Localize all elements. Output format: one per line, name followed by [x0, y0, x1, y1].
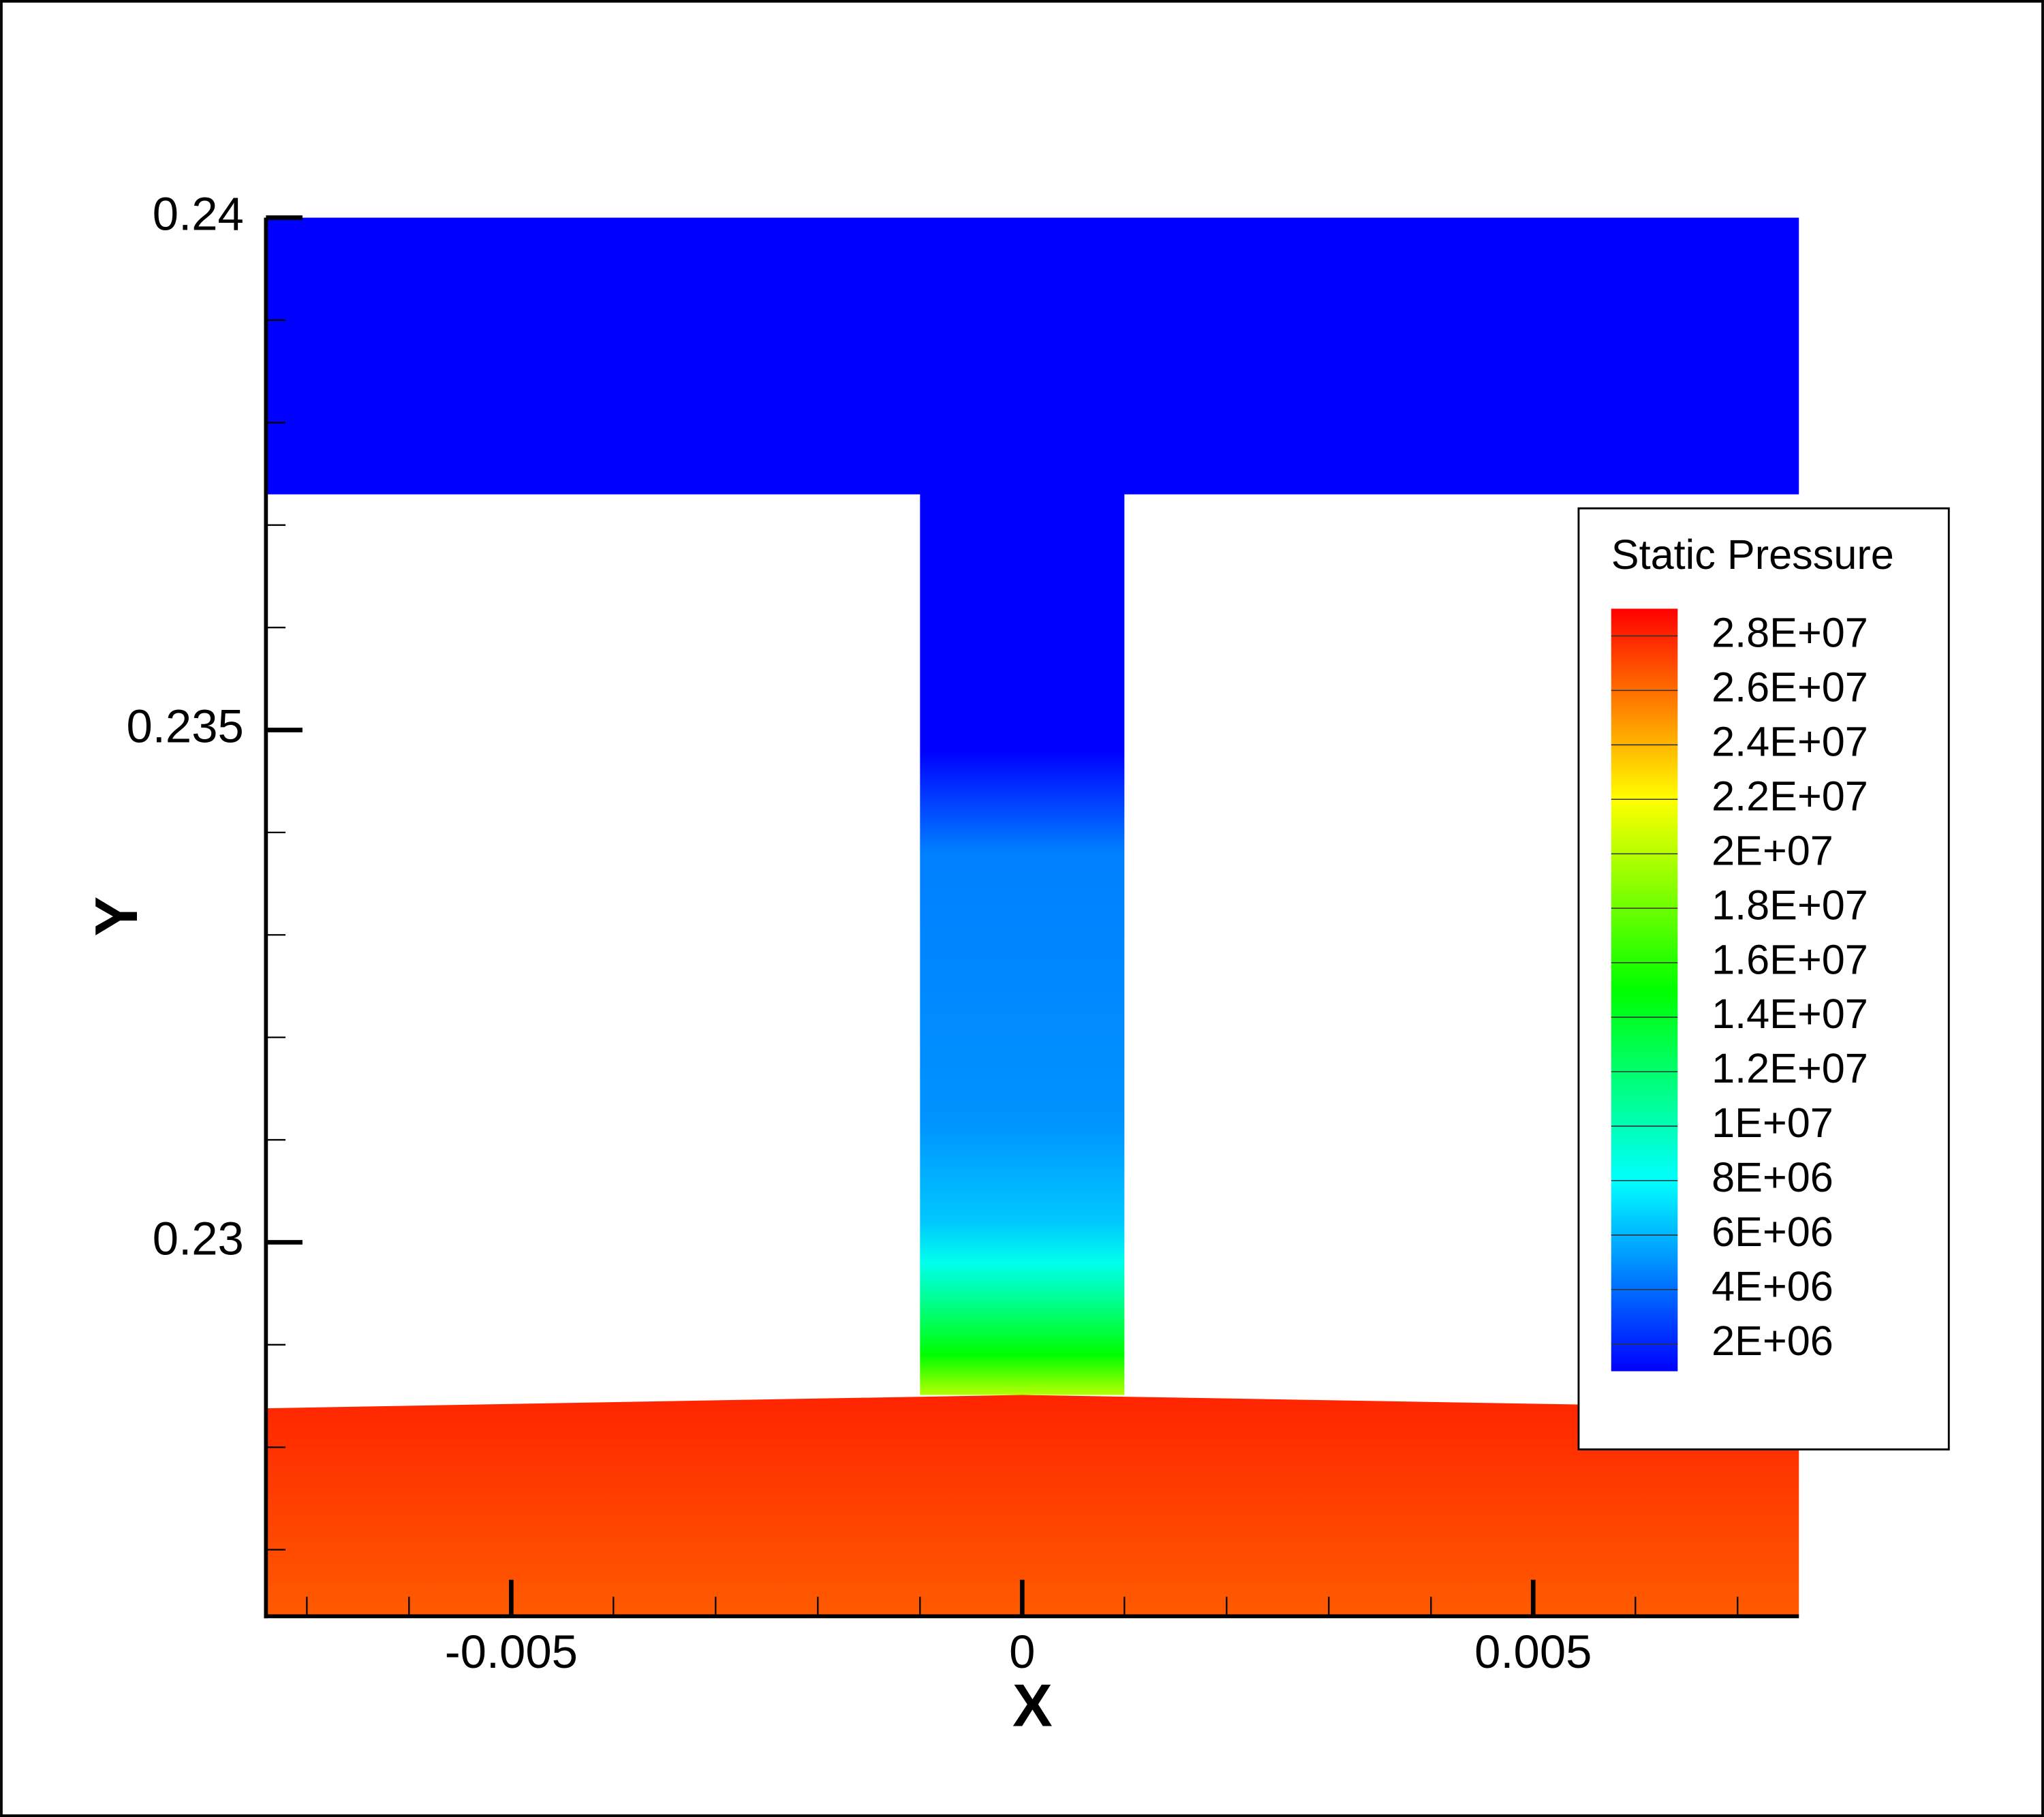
y-tick-label: 0.24: [153, 188, 244, 240]
legend-level-label: 8E+06: [1712, 1154, 1833, 1200]
legend-level-label: 1E+07: [1712, 1100, 1833, 1146]
legend-level-label: 1.4E+07: [1712, 991, 1868, 1037]
legend-level-label: 2E+06: [1712, 1318, 1833, 1364]
x-axis-title: X: [1012, 1671, 1053, 1739]
legend-level-label: 2.6E+07: [1712, 664, 1868, 711]
contour-zone: [266, 1395, 1799, 1617]
legend-level-label: 4E+06: [1712, 1263, 1833, 1309]
legend-level-label: 1.8E+07: [1712, 882, 1868, 928]
y-tick-label: 0.23: [153, 1213, 244, 1265]
x-tick-label: -0.005: [445, 1626, 578, 1678]
x-tick-label: 0.005: [1474, 1626, 1592, 1678]
legend-level-label: 1.6E+07: [1712, 936, 1868, 982]
legend-level-label: 2.2E+07: [1712, 773, 1868, 819]
field: [266, 217, 1799, 1617]
legend-title: Static Pressure: [1611, 531, 1894, 578]
legend: Static Pressure 2.8E+07 2.6E+07 2.4E+07 2.2…: [1577, 507, 1950, 1450]
y-axis-title: Y: [82, 897, 150, 937]
legend-level-label: 2E+07: [1712, 827, 1833, 873]
legend-level-label: 1.2E+07: [1712, 1045, 1868, 1091]
y-tick-label: 0.235: [126, 700, 243, 753]
contour-zone: [920, 484, 1125, 1395]
colorbar: [1611, 608, 1678, 1371]
contour-zone: [266, 217, 1799, 495]
axes: -0.005 0 0.005 0.23 0.235 0.24: [126, 188, 1799, 1678]
legend-level-label: 6E+06: [1712, 1209, 1833, 1255]
legend-level-label: 2.8E+07: [1712, 610, 1868, 656]
legend-level-label: 2.4E+07: [1712, 718, 1868, 764]
x-tick-label: 0: [1009, 1626, 1035, 1678]
